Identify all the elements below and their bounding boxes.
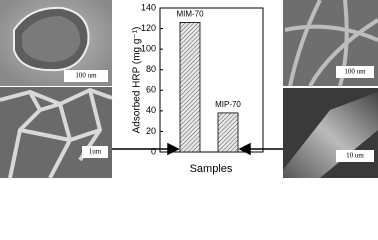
y-axis-label: Adsorbed HRP (mg g⁻¹) [132,27,143,134]
bar [217,112,239,153]
bar-annotation: MIM-70 [176,10,204,19]
y-tick-label: 120 [141,23,156,33]
y-tick-label: 40 [146,105,156,115]
figure: Adsorbed HRP (mg g⁻¹) Samples 0 20 40 60 80 1… [0,0,378,178]
y-tick-label: 80 [146,64,156,74]
sem-image [0,87,113,178]
sem-image [283,0,378,87]
bar [179,21,201,153]
x-axis-label: Samples [190,163,233,175]
y-tick-label: 0 [151,146,156,156]
y-tick-label: 140 [141,2,156,12]
y-tick-label: 20 [146,126,156,136]
scale-bar-label: 1um [89,148,102,156]
sem-image [283,88,378,178]
sem-image [0,0,112,86]
scale-bar-label: 100 um [75,72,97,80]
y-tick-label: 100 [141,44,156,54]
y-tick-label: 60 [146,85,156,95]
bar-annotation: MIP-70 [215,100,241,109]
plot-frame [159,7,264,153]
scale-bar-label: 100 um [344,68,366,76]
scale-bar-label: 10 um [346,152,364,160]
